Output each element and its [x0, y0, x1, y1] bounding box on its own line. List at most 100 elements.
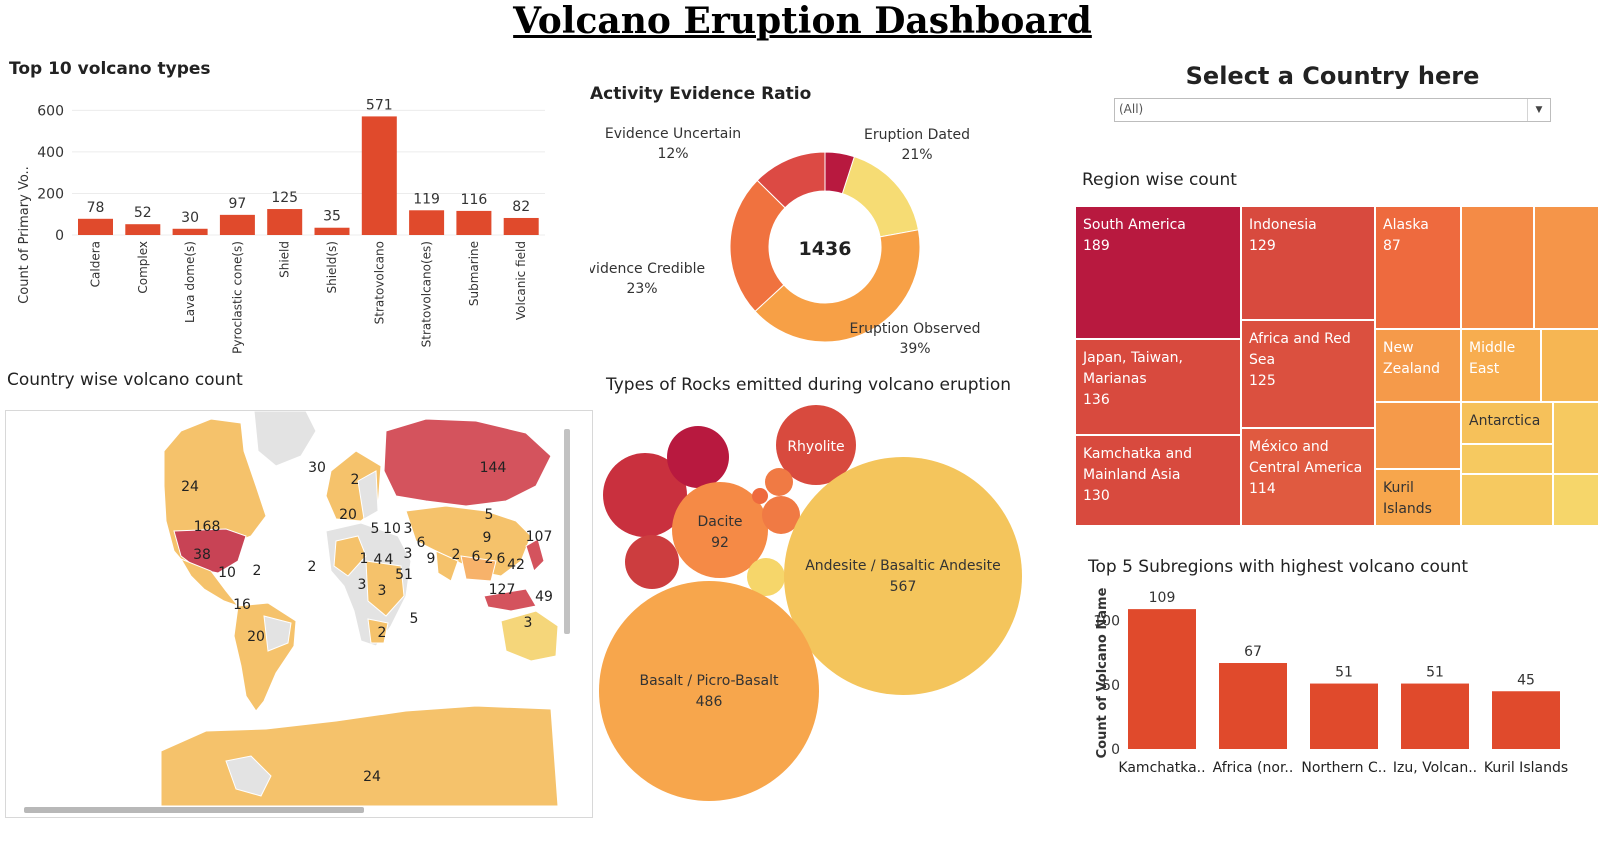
map-vertical-scrollbar[interactable] — [564, 429, 570, 634]
rocks-bubble-chart[interactable]: Rhyolite Dacite 92 Andesite / Basaltic A… — [590, 400, 1040, 820]
map-count-label: 38 — [193, 547, 211, 563]
x-tick-label: Stratovolcano(es) — [420, 241, 434, 347]
region-tile-middle-east[interactable]: Middle East — [1461, 329, 1541, 402]
region-tile[interactable] — [1375, 402, 1461, 469]
bar[interactable] — [78, 218, 113, 235]
rock-bubble-rhyolite[interactable] — [776, 405, 856, 485]
rock-bubble[interactable] — [667, 426, 729, 488]
bar[interactable] — [267, 209, 303, 235]
bar-value-label: 571 — [366, 97, 393, 113]
region-tile[interactable] — [1553, 474, 1599, 526]
donut-slice[interactable] — [754, 229, 921, 343]
region-tile[interactable] — [1534, 206, 1599, 329]
bar[interactable] — [1128, 609, 1196, 749]
map-count-label: 3 — [404, 521, 413, 537]
donut-category-label: Eruption Observed — [850, 321, 981, 337]
map-count-label: 2 — [253, 563, 262, 579]
rock-bubble[interactable] — [765, 468, 793, 496]
map-region[interactable] — [435, 550, 459, 582]
activity-donut-chart[interactable]: 1436 Eruption Dated 21% Eruption Observed 3… — [590, 115, 1030, 375]
volcano-types-chart[interactable]: 600 400 200 0 Count of Primary Vo.. 78 Calde… — [0, 85, 575, 375]
map-count-label: 24 — [363, 769, 381, 785]
region-label: Japan, Taiwan, Marianas — [1083, 350, 1184, 387]
region-tile-alaska[interactable]: Alaska 87 — [1375, 206, 1461, 329]
bar[interactable] — [1492, 691, 1560, 749]
region-tile-antarctica[interactable]: Antarctica — [1461, 402, 1553, 444]
region-tile-japan[interactable]: Japan, Taiwan, Marianas 136 — [1075, 339, 1241, 435]
map-region-indonesia[interactable] — [483, 588, 537, 612]
x-tick-label: Kuril Islands — [1484, 760, 1568, 776]
map-region-greenland[interactable] — [253, 411, 317, 467]
y-tick-label: 0 — [1111, 742, 1120, 758]
bar[interactable] — [1401, 683, 1469, 749]
map-region[interactable] — [225, 755, 272, 797]
map-region[interactable] — [333, 535, 367, 577]
bar[interactable] — [503, 217, 539, 235]
rock-bubble[interactable] — [762, 496, 800, 534]
subregions-chart[interactable]: Count of Volcano Name 100 50 0 109 Kamchatk… — [1080, 585, 1605, 795]
bar[interactable] — [314, 227, 350, 235]
map-count-label: 144 — [480, 460, 507, 476]
region-treemap[interactable]: South America 189 Indonesia 129 Alaska 8… — [1075, 206, 1599, 526]
rock-label: Andesite / Basaltic Andesite — [805, 558, 1001, 574]
map-region-russia[interactable] — [383, 418, 552, 507]
bar[interactable] — [125, 224, 161, 235]
dashboard-title: Volcano Eruption Dashboard — [513, 0, 1092, 42]
y-tick-label: 400 — [37, 145, 64, 161]
bar[interactable] — [1310, 683, 1378, 749]
bar[interactable] — [219, 214, 255, 235]
region-tile[interactable] — [1541, 329, 1599, 402]
region-tile[interactable] — [1461, 474, 1553, 526]
region-tile-kamchatka[interactable]: Kamchatka and Mainland Asia 130 — [1075, 435, 1241, 526]
region-tile[interactable] — [1553, 402, 1599, 474]
donut-category-label: Evidence Uncertain — [605, 126, 741, 142]
region-tile-africa-red-sea[interactable]: Africa and Red Sea 125 — [1241, 320, 1375, 428]
map-region-australia[interactable] — [500, 610, 559, 662]
map-count-label: 20 — [247, 629, 265, 645]
region-tile-south-america[interactable]: South America 189 — [1075, 206, 1241, 339]
map-region[interactable] — [367, 618, 389, 644]
bar-value-label: 78 — [87, 200, 105, 216]
country-dropdown[interactable]: (All) ▼ — [1114, 98, 1551, 122]
bar[interactable] — [172, 228, 208, 235]
chevron-down-icon[interactable]: ▼ — [1527, 99, 1550, 121]
bar[interactable] — [409, 210, 445, 235]
rock-bubble[interactable] — [603, 453, 687, 537]
rock-bubble[interactable] — [625, 535, 679, 589]
region-tile-indonesia[interactable]: Indonesia 129 — [1241, 206, 1375, 320]
country-map[interactable]: 24 30 2 144 168 38 10 2 2 16 20 20 5 10 3 6 5 9 3 1 4 4 2 6 2 6 42… — [5, 410, 593, 818]
region-tile-mexico[interactable]: México and Central America 114 — [1241, 428, 1375, 526]
bar[interactable] — [456, 210, 492, 235]
rock-bubble-dacite[interactable] — [672, 482, 768, 578]
map-count-label: 4 — [385, 552, 394, 568]
rock-bubble[interactable] — [747, 558, 785, 596]
map-region-usa[interactable] — [173, 528, 247, 574]
donut-slice[interactable] — [824, 151, 855, 195]
map-count-label: 2 — [308, 559, 317, 575]
bar-value-label: 125 — [271, 190, 298, 206]
rock-bubble[interactable] — [752, 488, 768, 504]
map-region[interactable] — [263, 615, 292, 652]
rock-bubble-basalt[interactable] — [599, 581, 819, 801]
map-region-japan[interactable] — [525, 538, 545, 572]
map-region[interactable] — [405, 505, 532, 577]
rock-bubble-andesite[interactable] — [784, 457, 1022, 695]
x-tick-label: Volcanic field — [514, 241, 528, 320]
bar[interactable] — [361, 116, 397, 235]
region-tile[interactable] — [1461, 444, 1553, 474]
map-count-label: 3 — [378, 583, 387, 599]
rock-value: 92 — [711, 535, 729, 551]
bar[interactable] — [1219, 663, 1287, 749]
donut-percent-label: 39% — [899, 341, 930, 357]
region-tile-new-zealand[interactable]: New Zealand — [1375, 329, 1461, 402]
map-region[interactable] — [179, 557, 240, 608]
x-tick-label: Submarine — [467, 241, 481, 306]
region-tile[interactable] — [1461, 206, 1534, 329]
map-region[interactable] — [460, 555, 497, 582]
region-tile-kuril[interactable]: Kuril Islands — [1375, 469, 1461, 526]
map-horizontal-scrollbar[interactable] — [24, 807, 364, 813]
map-region[interactable] — [365, 560, 405, 617]
map-region[interactable] — [357, 470, 379, 520]
country-selector-title: Select a Country here — [1185, 62, 1480, 90]
